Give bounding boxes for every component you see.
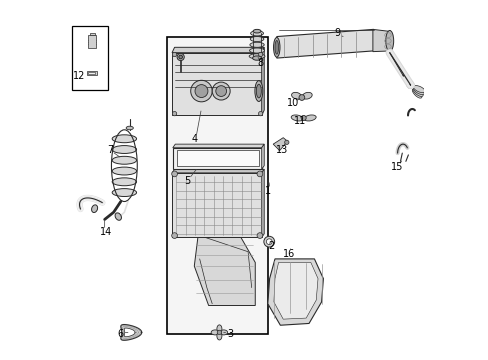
Text: 3: 3 [226, 329, 233, 339]
Polygon shape [261, 144, 264, 169]
Circle shape [190, 80, 212, 102]
Bar [177, 150, 258, 166]
Circle shape [217, 330, 221, 334]
Circle shape [258, 52, 262, 57]
Ellipse shape [412, 86, 424, 93]
Ellipse shape [217, 325, 222, 333]
Ellipse shape [249, 48, 264, 53]
Circle shape [298, 95, 304, 100]
Polygon shape [267, 259, 323, 325]
Bar [72, 26, 108, 90]
Ellipse shape [112, 145, 136, 153]
Polygon shape [172, 169, 264, 173]
Circle shape [212, 82, 230, 100]
Text: 10: 10 [286, 98, 299, 108]
Ellipse shape [253, 30, 261, 33]
Ellipse shape [219, 330, 227, 335]
Polygon shape [124, 328, 135, 337]
Bar [86, 71, 97, 75]
Text: 7: 7 [107, 144, 113, 154]
Text: 9: 9 [334, 28, 340, 38]
Ellipse shape [126, 126, 133, 130]
Polygon shape [121, 324, 142, 340]
Ellipse shape [112, 135, 136, 143]
Ellipse shape [112, 156, 136, 164]
Ellipse shape [211, 330, 219, 335]
Text: 12: 12 [73, 71, 85, 81]
Ellipse shape [112, 167, 136, 175]
Polygon shape [172, 144, 264, 148]
Circle shape [177, 53, 184, 60]
Ellipse shape [115, 213, 121, 220]
Polygon shape [273, 138, 287, 150]
Polygon shape [89, 33, 94, 36]
Circle shape [257, 233, 262, 238]
Ellipse shape [273, 37, 280, 57]
Ellipse shape [91, 205, 98, 212]
Circle shape [172, 112, 176, 116]
Circle shape [215, 86, 226, 96]
Bar [167, 37, 267, 334]
Ellipse shape [217, 332, 222, 340]
Ellipse shape [274, 41, 278, 54]
Text: 15: 15 [390, 162, 402, 172]
Polygon shape [273, 262, 317, 319]
Ellipse shape [302, 93, 311, 99]
Text: 5: 5 [183, 176, 190, 186]
Circle shape [195, 85, 207, 98]
Circle shape [258, 112, 262, 116]
Text: 2: 2 [268, 241, 274, 251]
Polygon shape [372, 30, 391, 51]
Circle shape [301, 116, 305, 121]
Ellipse shape [249, 54, 264, 59]
Polygon shape [172, 53, 261, 116]
Ellipse shape [412, 87, 423, 95]
Polygon shape [172, 148, 261, 169]
Polygon shape [88, 36, 96, 48]
Bar [88, 72, 95, 74]
Circle shape [171, 233, 177, 238]
Ellipse shape [250, 31, 263, 36]
Text: 16: 16 [283, 248, 295, 258]
Ellipse shape [249, 42, 264, 47]
Polygon shape [172, 47, 264, 53]
Polygon shape [261, 169, 264, 237]
Circle shape [179, 55, 182, 59]
Ellipse shape [291, 93, 301, 99]
Text: 8: 8 [257, 58, 263, 68]
Polygon shape [276, 30, 373, 58]
Ellipse shape [290, 115, 303, 121]
Ellipse shape [256, 84, 261, 98]
Text: 4: 4 [191, 134, 197, 144]
Circle shape [284, 140, 288, 144]
Circle shape [171, 171, 177, 177]
Text: 13: 13 [275, 144, 288, 154]
Polygon shape [172, 173, 261, 237]
Ellipse shape [252, 56, 261, 60]
Circle shape [266, 239, 271, 244]
Text: 14: 14 [100, 227, 112, 237]
Ellipse shape [250, 37, 264, 41]
Text: 11: 11 [293, 116, 305, 126]
Circle shape [172, 52, 176, 57]
Ellipse shape [112, 189, 136, 197]
Text: 1: 1 [264, 186, 270, 196]
Ellipse shape [112, 178, 136, 186]
Ellipse shape [254, 81, 262, 102]
Ellipse shape [385, 31, 393, 51]
Circle shape [264, 236, 274, 247]
Ellipse shape [304, 115, 316, 121]
Polygon shape [261, 47, 264, 116]
Ellipse shape [412, 87, 422, 96]
Text: 6: 6 [118, 329, 123, 339]
Ellipse shape [411, 89, 421, 98]
Polygon shape [194, 237, 255, 306]
Circle shape [257, 171, 262, 177]
